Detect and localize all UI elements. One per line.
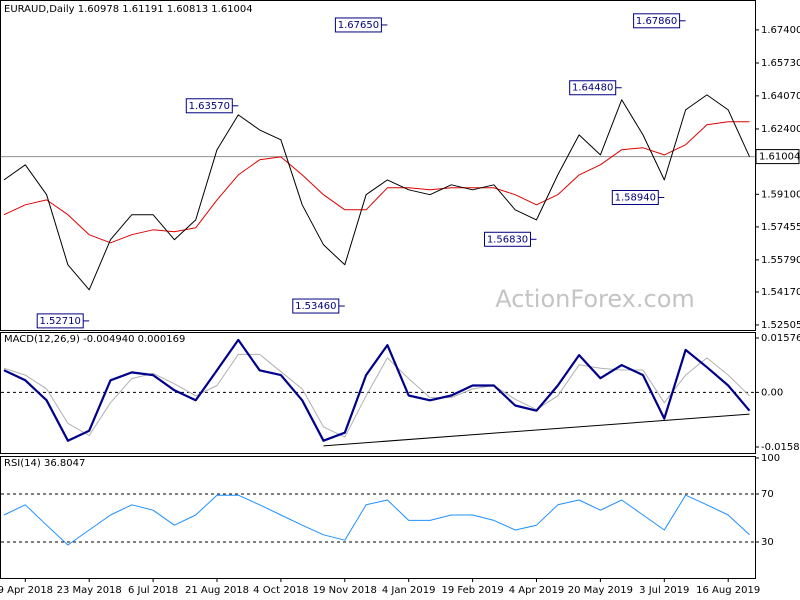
y-tick-label: 100 — [761, 453, 780, 464]
y-tick-label: 1.64070 — [761, 91, 800, 102]
x-tick-label: 9 Apr 2018 — [0, 585, 53, 596]
panel-frame — [0, 456, 756, 579]
y-tick-label: 1.59100 — [761, 189, 800, 200]
watermark: ActionForex.com — [495, 285, 695, 313]
x-tick-label: 19 Nov 2018 — [313, 585, 377, 596]
y-tick-label: 1.57455 — [761, 222, 800, 233]
y-tick-label: 1.54170 — [761, 287, 800, 298]
y-tick-label: 0.00 — [761, 387, 783, 398]
annotation-label: 1.67650 — [338, 20, 379, 31]
annotation-box — [185, 98, 233, 114]
last-price-box — [755, 149, 800, 165]
panel-frame — [0, 332, 756, 454]
panel-frame — [0, 0, 756, 331]
series-line — [3, 94, 750, 291]
annotation-label: 1.58940 — [615, 192, 656, 203]
annotation-box — [484, 231, 531, 247]
annotation-label: 1.67860 — [636, 16, 677, 27]
y-tick-label: 1.55790 — [761, 255, 800, 266]
series-line — [3, 338, 751, 442]
annotation-label: 1.52710 — [40, 316, 81, 327]
trendline — [323, 413, 750, 447]
panel-title: RSI(14) 36.8047 — [4, 458, 85, 469]
x-tick-label: 16 Aug 2019 — [696, 585, 760, 596]
y-tick-label: 1.62400 — [761, 124, 800, 135]
annotation-box — [36, 313, 84, 329]
y-tick-label: 30 — [761, 537, 774, 548]
y-tick-label: -0.015834 — [761, 442, 800, 453]
annotation-label: 1.63570 — [189, 101, 230, 112]
last-price-label: 1.61004 — [759, 152, 800, 163]
panel-title: EURAUD,Daily 1.60978 1.61191 1.60813 1.6… — [4, 4, 253, 15]
x-tick-label: 21 Aug 2018 — [185, 585, 249, 596]
annotation-box — [334, 17, 382, 33]
y-tick-label: 70 — [761, 489, 774, 500]
annotation-box — [569, 80, 617, 96]
series-line — [3, 353, 750, 438]
annotation-label: 1.53460 — [295, 301, 336, 312]
annotation-box — [611, 189, 659, 205]
y-tick-label: 0.015762 — [761, 333, 800, 344]
annotation-label: 1.64480 — [572, 83, 613, 94]
y-tick-label: 1.52505 — [761, 320, 800, 331]
x-tick-label: 4 Jan 2019 — [382, 585, 436, 596]
x-tick-label: 6 Jul 2018 — [128, 585, 178, 596]
x-tick-label: 23 May 2018 — [57, 585, 122, 596]
x-tick-label: 19 Feb 2019 — [441, 585, 503, 596]
annotation-label: 1.56830 — [487, 234, 528, 245]
x-tick-label: 4 Oct 2018 — [253, 585, 308, 596]
y-tick-label: 1.67400 — [761, 25, 800, 36]
series-line — [3, 494, 750, 546]
y-tick-label: 1.65730 — [761, 58, 800, 69]
x-tick-label: 20 May 2019 — [568, 585, 633, 596]
x-tick-label: 3 Jul 2019 — [639, 585, 689, 596]
annotation-box — [633, 13, 681, 29]
x-tick-label: 4 Apr 2019 — [509, 585, 564, 596]
panel-title: MACD(12,26,9) -0.004940 0.000169 — [4, 334, 185, 345]
series-line — [3, 121, 750, 244]
annotation-box — [292, 298, 340, 314]
